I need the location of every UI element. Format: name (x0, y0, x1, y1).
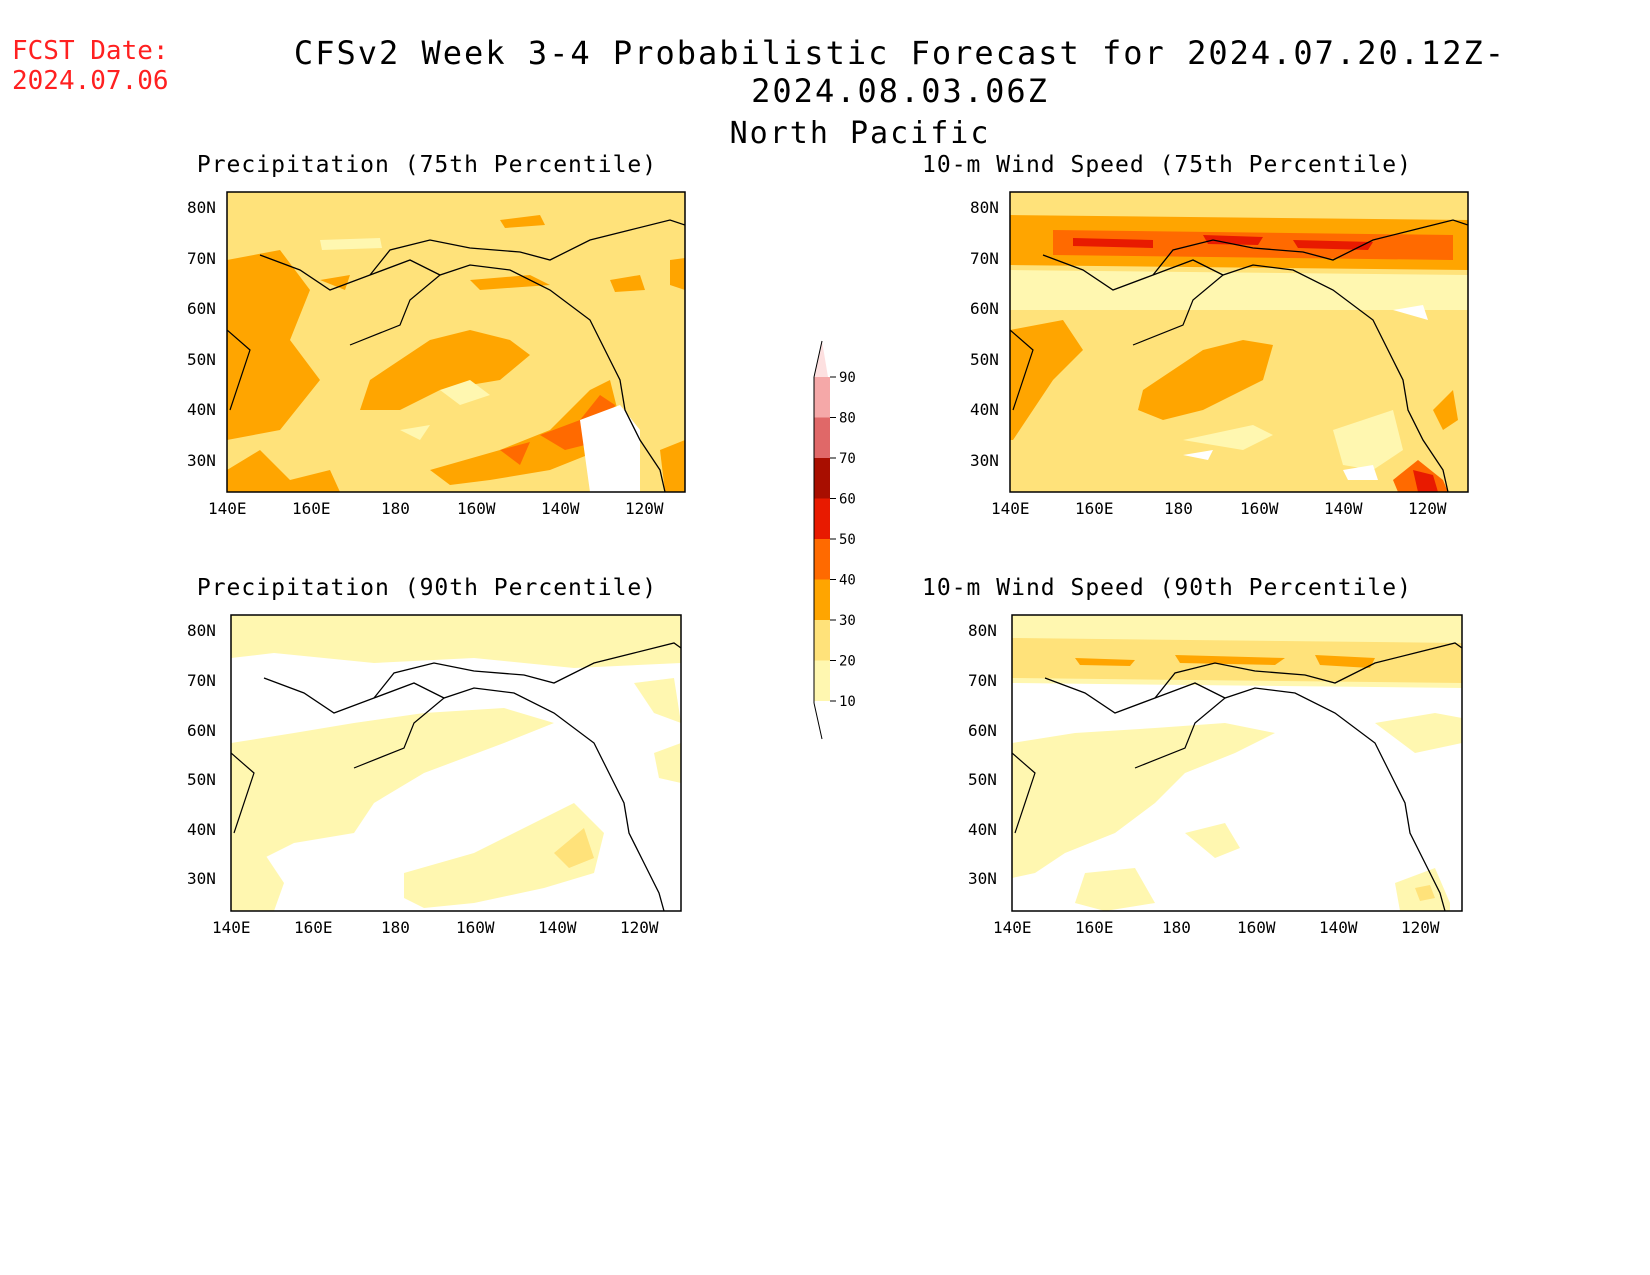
page-subtitle: North Pacific (729, 116, 991, 151)
lat-label: 80N (187, 621, 216, 640)
lat-label: 40N (187, 820, 216, 839)
colorbar-segment (814, 579, 830, 620)
lon-axis-labels: 140E 160E 180 160W 140W 120W (208, 499, 664, 518)
lat-label: 70N (968, 671, 997, 690)
lon-label: 180 (1162, 918, 1191, 937)
lat-label: 40N (970, 400, 999, 419)
colorbar-label: 10 (839, 694, 856, 710)
lat-label: 40N (187, 400, 216, 419)
colorbar: 90 80 70 60 50 40 30 20 10 (813, 340, 856, 740)
lat-label: 50N (187, 350, 216, 369)
forecast-date-label: FCST Date: (12, 36, 169, 66)
colorbar-segment (814, 498, 830, 539)
lon-label: 140E (212, 918, 251, 937)
lat-label: 60N (968, 721, 997, 740)
lon-label: 180 (1164, 499, 1193, 518)
panel-title-precip75: Precipitation (75th Percentile) (196, 152, 658, 178)
lon-label: 120W (1401, 918, 1440, 937)
panel-title-wind90: 10-m Wind Speed (90th Percentile) (922, 575, 1412, 601)
lon-label: 160W (456, 918, 495, 937)
colorbar-top-triangle (814, 341, 828, 377)
page-title-block: CFSv2 Week 3-4 Probabilistic Forecast fo… (0, 34, 1650, 151)
colorbar-label: 90 (839, 370, 856, 386)
lon-label: 120W (625, 499, 664, 518)
colorbar-label: 30 (839, 613, 856, 629)
colorbar-bottom-triangle (814, 701, 830, 739)
map-panel-precip75: 80N 70N 60N 50N 40N 30N 140E 160E 180 16… (187, 191, 686, 518)
lat-label: 80N (968, 621, 997, 640)
forecast-date-value: 2024.07.06 (12, 66, 169, 96)
lon-label: 160E (294, 918, 333, 937)
lon-label: 180 (381, 918, 410, 937)
lat-label: 30N (187, 869, 216, 888)
lat-label: 30N (968, 869, 997, 888)
map-panel-wind90: 80N 70N 60N 50N 40N 30N 140E 160E 180 16… (968, 614, 1463, 937)
colorbar-label: 70 (839, 451, 856, 467)
panel-title-precip90: Precipitation (90th Percentile) (196, 575, 658, 601)
lon-label: 140E (208, 499, 247, 518)
lon-label: 140W (541, 499, 580, 518)
colorbar-segments (814, 377, 830, 739)
panel-title-wind75: 10-m Wind Speed (75th Percentile) (922, 152, 1412, 178)
colorbar-segment (814, 377, 830, 418)
colorbar-segment (814, 539, 830, 580)
forecast-date-block: FCST Date: 2024.07.06 (12, 36, 169, 96)
map-panel-wind75: 80N 70N 60N 50N 40N 30N 140E 160E 180 16… (970, 191, 1469, 518)
colorbar-label: 20 (839, 654, 856, 670)
lat-label: 40N (968, 820, 997, 839)
lon-label: 140W (1324, 499, 1363, 518)
colorbar-segment (814, 620, 830, 661)
lat-label: 30N (970, 451, 999, 470)
page-title: CFSv2 Week 3-4 Probabilistic Forecast fo… (293, 34, 1507, 110)
lon-label: 140W (538, 918, 577, 937)
lat-label: 60N (970, 299, 999, 318)
lat-label: 80N (187, 198, 216, 217)
lat-label: 50N (968, 770, 997, 789)
lon-label: 140E (991, 499, 1030, 518)
lon-label: 160W (1240, 499, 1279, 518)
lat-label: 30N (187, 451, 216, 470)
lon-label: 160E (1075, 918, 1114, 937)
lon-label: 140W (1319, 918, 1358, 937)
lon-label: 160E (292, 499, 331, 518)
lat-label: 50N (970, 350, 999, 369)
lon-label: 120W (1408, 499, 1447, 518)
lat-label: 60N (187, 721, 216, 740)
colorbar-label: 50 (839, 532, 856, 548)
colorbar-label: 60 (839, 492, 856, 508)
colorbar-label: 80 (839, 411, 856, 427)
lon-label: 140E (993, 918, 1032, 937)
lat-label: 80N (970, 198, 999, 217)
lon-label: 120W (620, 918, 659, 937)
lat-label: 50N (187, 770, 216, 789)
lon-label: 160W (1237, 918, 1276, 937)
lat-axis-labels: 80N 70N 60N 50N 40N 30N (187, 198, 216, 470)
colorbar-segment (814, 417, 830, 458)
lon-label: 160W (457, 499, 496, 518)
lat-label: 70N (187, 249, 216, 268)
colorbar-label: 40 (839, 573, 856, 589)
lat-label: 60N (187, 299, 216, 318)
colorbar-segment (814, 458, 830, 499)
lat-label: 70N (187, 671, 216, 690)
lat-label: 70N (970, 249, 999, 268)
colorbar-labels: 90 80 70 60 50 40 30 20 10 (830, 370, 856, 710)
map-panel-precip90: 80N 70N 60N 50N 40N 30N 140E 160E 180 16… (187, 614, 682, 937)
lon-label: 180 (381, 499, 410, 518)
colorbar-segment (814, 660, 830, 701)
lon-label: 160E (1075, 499, 1114, 518)
